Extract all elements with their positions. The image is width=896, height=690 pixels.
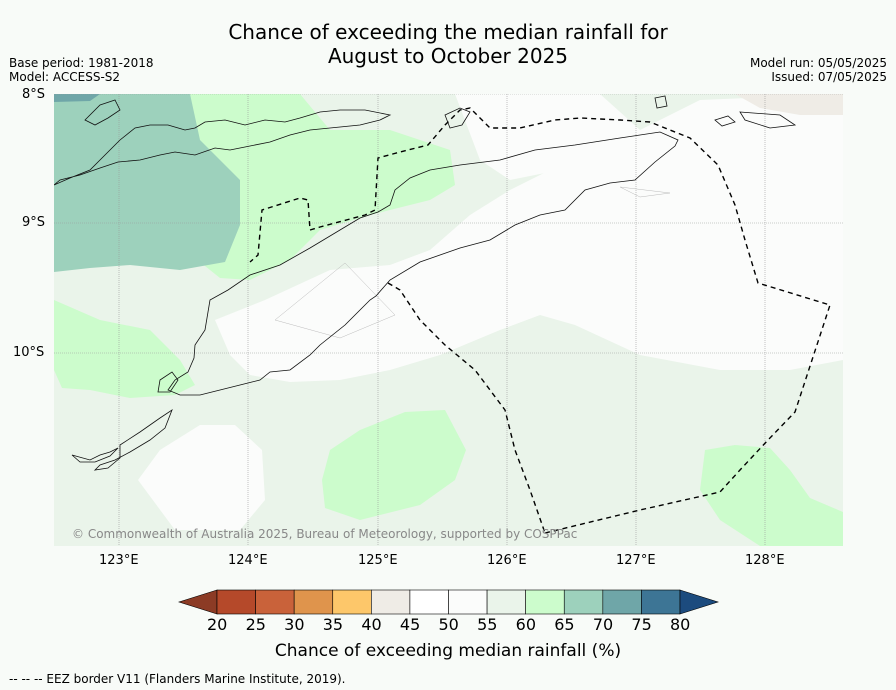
colorbar-segment	[332, 589, 372, 615]
meta-left: Base period: 1981-2018 Model: ACCESS-S2	[9, 56, 154, 84]
band-60-65-southeast	[700, 445, 843, 546]
band-45-50-north	[735, 94, 843, 115]
colorbar-segment	[486, 589, 526, 615]
east-island	[714, 115, 736, 127]
colorbar-tick-label: 30	[284, 615, 305, 634]
model-run: Model run: 05/05/2025	[749, 56, 887, 70]
colorbar-under-arrow	[178, 589, 218, 615]
lon-label-127e: 127°E	[616, 553, 656, 568]
colorbar-tick-label: 40	[361, 615, 382, 634]
eez-legend-note: -- -- -- EEZ border V11 (Flanders Marine…	[9, 672, 346, 686]
flores-coast	[54, 109, 392, 186]
lon-label-128e: 128°E	[745, 553, 785, 568]
colorbar	[178, 589, 719, 615]
title-line-2: August to October 2025	[327, 44, 569, 68]
colorbar-segment	[563, 589, 604, 615]
coastlines	[54, 95, 797, 471]
colorbar-segment	[216, 589, 256, 615]
colorbar-tick-label: 65	[554, 615, 575, 634]
colorbar-tick-label: 70	[592, 615, 614, 634]
north-island	[654, 95, 668, 109]
colorbar-segment	[602, 589, 642, 615]
colorbar-tick-label: 25	[245, 615, 266, 634]
colorbar-segment	[641, 589, 681, 615]
model-name: Model: ACCESS-S2	[9, 70, 121, 84]
small-isle	[157, 371, 179, 393]
timor-coast	[167, 131, 679, 396]
band-60-65-north	[180, 94, 455, 280]
alor-coast	[84, 99, 121, 126]
copyright-notice: © Commonwealth of Australia 2025, Bureau…	[72, 527, 578, 541]
issued-date: Issued: 07/05/2025	[771, 70, 887, 84]
lat-label-9s: 9°S	[22, 215, 46, 230]
colorbar-tick-label: 35	[322, 615, 344, 634]
meta-right: Model run: 05/05/2025 Issued: 07/05/2025	[750, 56, 887, 84]
band-60-65-west	[54, 300, 195, 398]
band-50-55-central	[215, 105, 843, 382]
colorbar-tick-label: 55	[477, 615, 498, 634]
band-65-70-northwest	[54, 94, 240, 272]
base-period: Base period: 1981-2018	[9, 56, 154, 70]
band-50-55-south	[138, 425, 265, 530]
colorbar-label: Chance of exceeding median rainfall (%)	[274, 641, 622, 661]
colorbar-tick-label: 80	[670, 615, 691, 634]
map-area	[54, 94, 843, 546]
colorbar-tick-label: 50	[438, 615, 459, 634]
gridlines	[54, 94, 843, 546]
band-60-65-south	[322, 410, 466, 520]
eez-border-south	[387, 282, 546, 534]
colorbar-tick-label: 60	[515, 615, 537, 634]
title-line-1: Chance of exceeding the median rainfall …	[228, 20, 668, 44]
lon-label-124e: 124°E	[228, 553, 268, 568]
west-islands	[71, 447, 119, 463]
contours	[274, 186, 671, 339]
colorbar-over-arrow	[679, 589, 719, 615]
colorbar-segment	[293, 589, 334, 615]
colorbar-tick-label: 75	[631, 615, 652, 634]
colorbar-segment	[409, 589, 449, 615]
colorbar-tick-label: 45	[399, 615, 421, 634]
lat-label-8s: 8°S	[22, 87, 46, 102]
rote-coast	[93, 408, 173, 471]
eez-border	[249, 107, 831, 534]
band-70-75-corner	[54, 94, 100, 102]
colorbar-tick-label: 20	[207, 615, 228, 634]
lon-label-123e: 123°E	[99, 553, 139, 568]
colorbar-segment	[255, 589, 295, 615]
east-island-2	[739, 111, 797, 129]
map-title: Chance of exceeding the median rainfall …	[0, 20, 896, 68]
lon-label-126e: 126°E	[487, 553, 527, 568]
colorbar-segment	[448, 589, 488, 615]
lat-label-10s: 10°S	[13, 345, 45, 360]
colorbar-segment	[371, 589, 411, 615]
lon-label-125e: 125°E	[358, 553, 398, 568]
wetar-coast	[444, 107, 471, 129]
colorbar-segment	[525, 589, 565, 615]
